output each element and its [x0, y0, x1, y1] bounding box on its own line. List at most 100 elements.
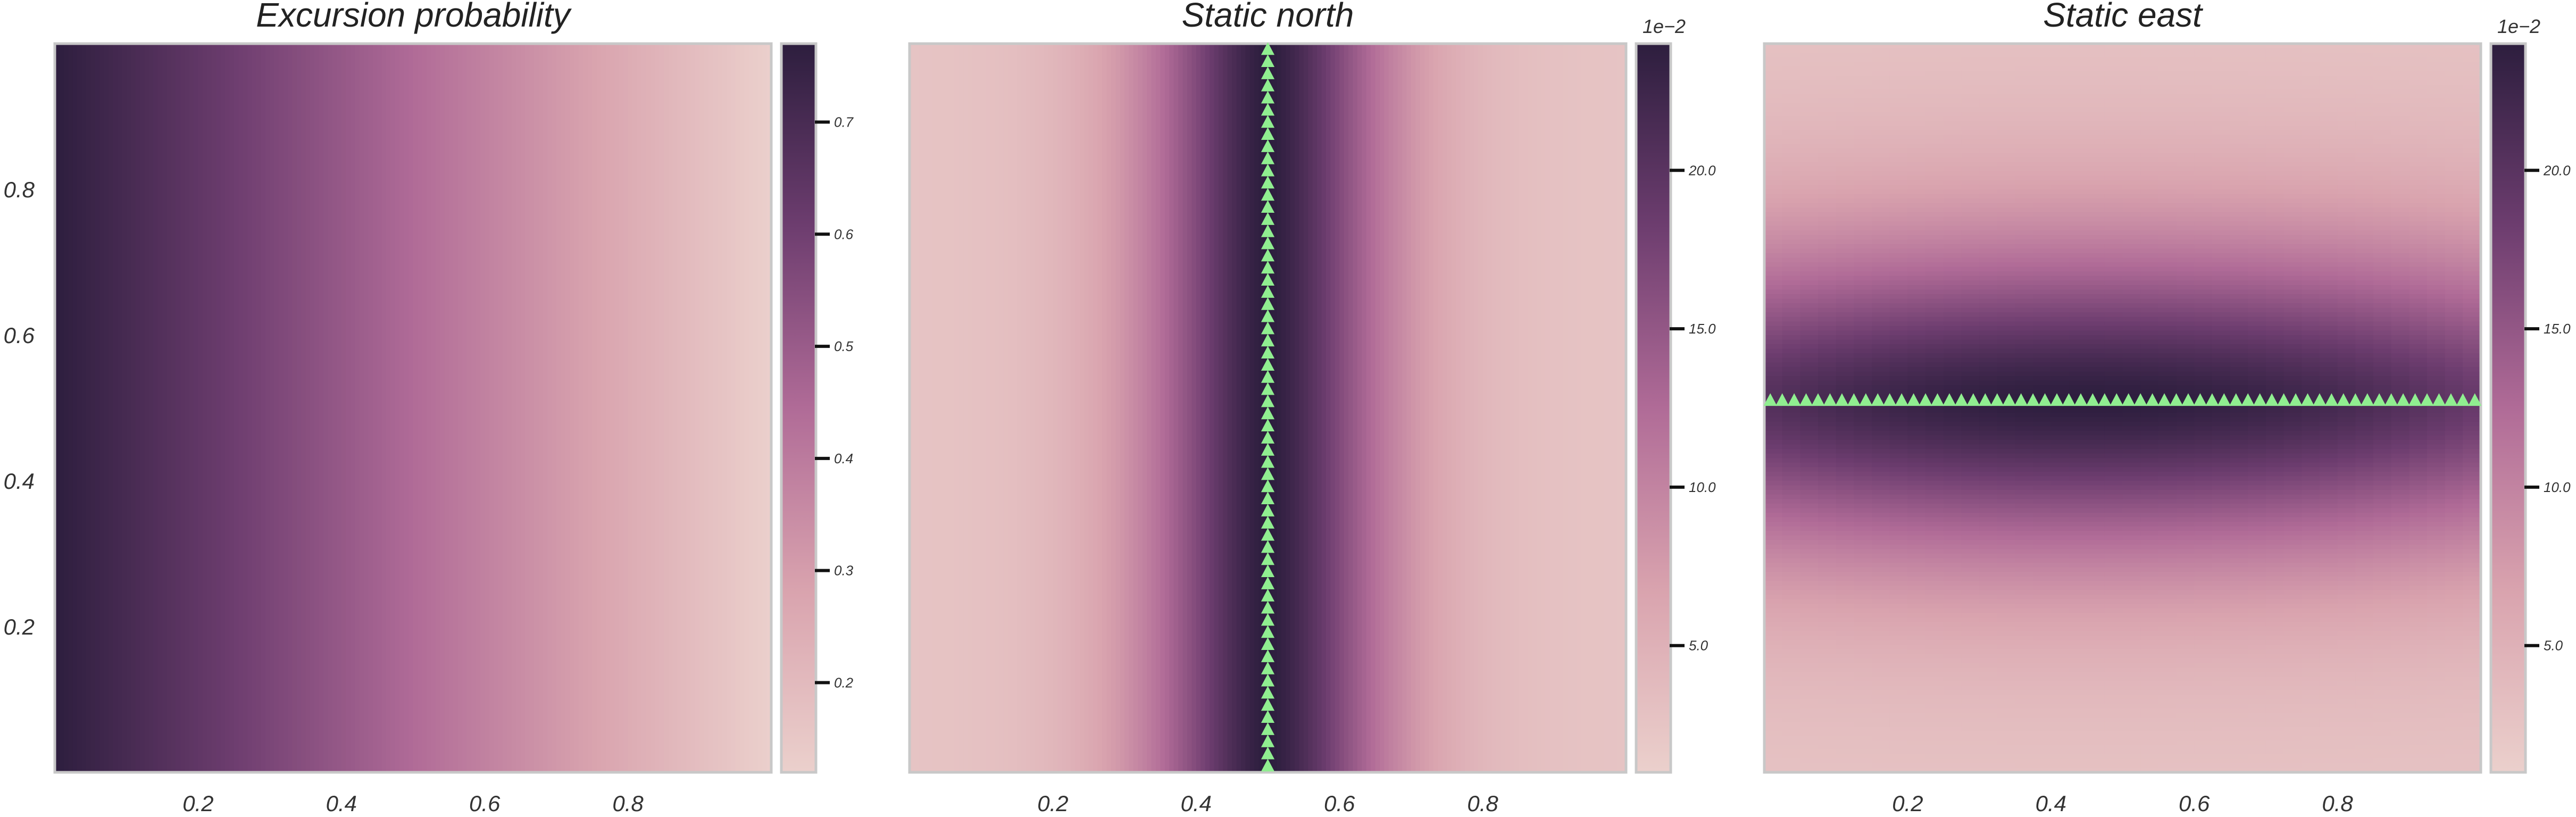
heatmap-cell — [1889, 467, 1908, 472]
heatmap-cell — [1782, 339, 1801, 345]
heatmap-cell — [1854, 408, 1872, 413]
heatmap-cell — [2015, 294, 2033, 299]
heatmap-cell — [1836, 517, 1855, 522]
heatmap-cell — [1997, 62, 2016, 67]
heatmap-cell — [2087, 763, 2105, 769]
heatmap-cell — [2212, 366, 2231, 372]
heatmap-cell — [2194, 681, 2213, 687]
heatmap-cell — [1997, 389, 2016, 395]
heatmap-cell — [1997, 531, 2016, 536]
heatmap-cell — [2248, 66, 2266, 72]
heatmap-cell — [2212, 262, 2231, 268]
heatmap-cell — [2176, 326, 2195, 331]
heatmap-cell — [1836, 563, 1855, 568]
heatmap-cell — [1129, 44, 1134, 772]
triangle-marker — [1261, 163, 1275, 177]
heatmap-cell — [2194, 449, 2213, 454]
heatmap-cell — [1818, 439, 1837, 445]
heatmap-cell — [1836, 198, 1855, 204]
heatmap-cell — [2230, 649, 2249, 655]
heatmap-cell — [1872, 380, 1890, 386]
heatmap-cell — [1854, 298, 1872, 304]
heatmap-cell — [2248, 453, 2266, 458]
heatmap-cell — [1782, 389, 1801, 395]
heatmap-cell — [1836, 376, 1855, 381]
heatmap-cell — [2212, 335, 2231, 340]
heatmap-cell — [1782, 98, 1801, 104]
heatmap-cell — [1872, 599, 1890, 604]
heatmap-cell — [1943, 531, 1962, 536]
heatmap-cell — [193, 44, 199, 772]
heatmap-cell — [1872, 276, 1890, 281]
heatmap-cell — [1925, 371, 1944, 377]
heatmap-cell — [2248, 139, 2266, 145]
heatmap-cell — [1800, 180, 1819, 186]
heatmap-cell — [2015, 285, 2033, 290]
heatmap-cell — [2212, 540, 2231, 545]
heatmap-cell — [2122, 745, 2141, 750]
triangle-marker — [1261, 54, 1275, 68]
heatmap-cell — [1925, 48, 1944, 53]
heatmap-cell — [2104, 326, 2123, 331]
heatmap-cell — [1854, 668, 1872, 673]
heatmap-cell — [2265, 180, 2285, 186]
heatmap-cell — [2230, 449, 2249, 454]
heatmap-cell — [2087, 157, 2105, 163]
heatmap-cell — [1299, 44, 1304, 772]
heatmap-cell — [1943, 544, 1962, 550]
heatmap-cell — [1943, 139, 1962, 145]
heatmap-cell — [1800, 357, 1819, 363]
heatmap-cell — [2104, 203, 2123, 209]
heatmap-cell — [1943, 216, 1962, 222]
heatmap-cell — [1943, 357, 1962, 363]
heatmap-cell — [1943, 294, 1962, 299]
heatmap-cell — [1169, 44, 1174, 772]
heatmap-cell — [1764, 44, 1783, 49]
heatmap-cell — [2015, 522, 2033, 527]
triangle-marker — [1261, 431, 1275, 444]
heatmap-cell — [1800, 421, 1819, 427]
heatmap-cell — [2087, 453, 2105, 458]
heatmap-cell — [2158, 471, 2177, 477]
heatmap-cell — [417, 44, 423, 772]
heatmap-cell — [1889, 394, 1908, 399]
heatmap-cell — [448, 44, 454, 772]
heatmap-cell — [2069, 353, 2087, 359]
heatmap-cell — [1979, 531, 1998, 536]
heatmap-cell — [1854, 271, 1872, 277]
heatmap-cell — [1889, 522, 1908, 527]
heatmap-cell — [2176, 604, 2195, 609]
heatmap-cell — [1854, 344, 1872, 349]
heatmap-cell — [1889, 622, 1908, 627]
heatmap-cell — [1854, 508, 1872, 513]
heatmap-cell — [1872, 166, 1890, 172]
heatmap-cell — [1997, 458, 2016, 463]
heatmap-cell — [2122, 576, 2141, 582]
heatmap-cell — [2050, 389, 2070, 395]
colorbar-tick-label: 10.0 — [1689, 479, 1716, 495]
heatmap-cell — [1782, 572, 1801, 577]
heatmap-cell — [2015, 699, 2033, 705]
heatmap-cell — [1854, 581, 1872, 586]
heatmap-cell — [1961, 604, 1980, 609]
heatmap-cell — [1800, 585, 1819, 591]
heatmap-cell — [2176, 157, 2195, 163]
heatmap-cell — [1997, 417, 2016, 422]
heatmap-cell — [1800, 508, 1819, 513]
heatmap-cell — [1800, 330, 1819, 336]
heatmap-cell — [1889, 253, 1908, 259]
heatmap-cell — [2140, 357, 2159, 363]
heatmap-cell — [1800, 366, 1819, 372]
heatmap-cell — [1818, 130, 1837, 136]
heatmap-cell — [1764, 239, 1783, 245]
heatmap-cell — [1854, 376, 1872, 381]
heatmap-cell — [2248, 157, 2266, 163]
heatmap-cell — [2069, 180, 2087, 186]
heatmap-cell — [2104, 499, 2123, 504]
heatmap-cell — [1800, 736, 1819, 741]
heatmap-cell — [2104, 130, 2123, 136]
heatmap-cell — [2069, 166, 2087, 172]
triangle-marker — [1261, 309, 1275, 322]
heatmap-cell — [1854, 48, 1872, 53]
heatmap-cell — [2230, 335, 2249, 340]
